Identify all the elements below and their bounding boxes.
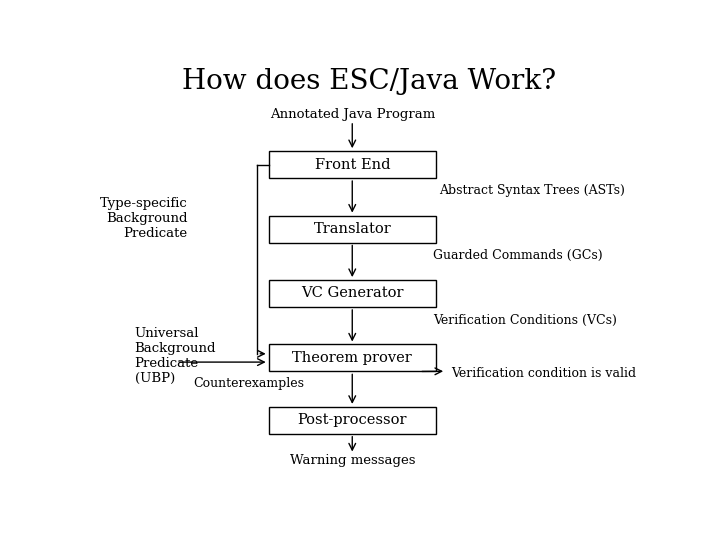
Text: Guarded Commands (GCs): Guarded Commands (GCs): [433, 249, 603, 262]
FancyBboxPatch shape: [269, 407, 436, 434]
Text: Translator: Translator: [313, 222, 391, 236]
Text: Counterexamples: Counterexamples: [194, 377, 305, 390]
Text: VC Generator: VC Generator: [301, 287, 403, 300]
FancyBboxPatch shape: [269, 151, 436, 178]
Text: Verification condition is valid: Verification condition is valid: [451, 367, 636, 380]
Text: Post-processor: Post-processor: [297, 413, 407, 427]
Text: How does ESC/Java Work?: How does ESC/Java Work?: [182, 68, 556, 95]
Text: Type-specific
Background
Predicate: Type-specific Background Predicate: [100, 197, 188, 240]
FancyBboxPatch shape: [269, 280, 436, 307]
FancyBboxPatch shape: [269, 215, 436, 242]
Text: Universal
Background
Predicate
(UBP): Universal Background Predicate (UBP): [135, 327, 216, 385]
Text: Warning messages: Warning messages: [289, 454, 415, 467]
Text: Front End: Front End: [315, 158, 390, 172]
FancyBboxPatch shape: [269, 345, 436, 372]
Text: Verification Conditions (VCs): Verification Conditions (VCs): [433, 314, 617, 327]
Text: Theorem prover: Theorem prover: [292, 351, 412, 365]
Text: Abstract Syntax Trees (ASTs): Abstract Syntax Trees (ASTs): [438, 184, 625, 197]
Text: Annotated Java Program: Annotated Java Program: [269, 108, 435, 121]
